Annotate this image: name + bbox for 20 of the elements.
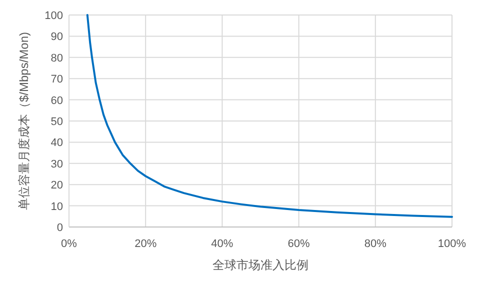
y-tick-label: 80 [50,52,63,64]
y-tick-label: 20 [50,180,63,192]
y-tick-label: 100 [44,10,63,22]
y-tick-label: 40 [50,137,63,150]
x-axis-title: 全球市场准入比例 [212,258,308,272]
y-tick-label: 10 [50,200,63,213]
y-tick-label: 60 [50,94,63,107]
x-tick-label: 80% [364,238,387,250]
y-tick-label: 70 [50,74,63,86]
x-tick-label: 20% [134,238,157,250]
x-tick-label: 40% [211,238,234,250]
y-tick-label: 90 [50,31,63,44]
y-tick-label: 50 [50,116,63,128]
y-tick-label: 30 [50,158,63,170]
y-tick-label: 0 [56,222,63,234]
line-series [86,14,453,218]
y-axis-title: 单位容量月度成本（$/Mbps/Mon) [17,32,31,210]
x-tick-label: 100% [438,238,466,250]
x-tick-label: 0% [61,238,78,250]
x-tick-label: 60% [288,238,310,250]
